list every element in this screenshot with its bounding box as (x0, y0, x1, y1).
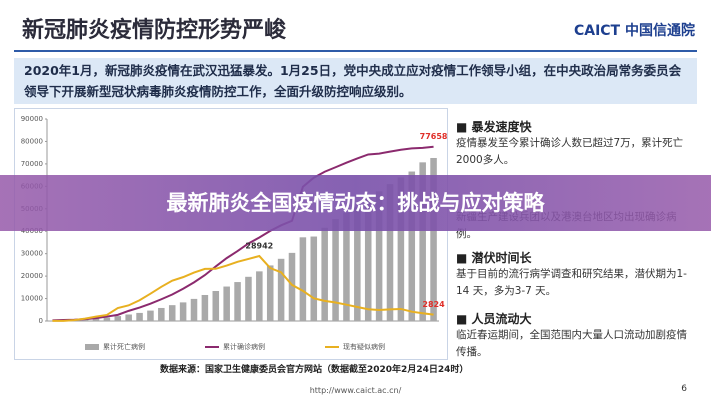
slide-title: 新冠肺炎疫情防控形势严峻 (22, 18, 287, 43)
y-tick-label: 40000 (21, 227, 43, 235)
legend-label: 现有疑似病例 (343, 342, 385, 351)
divider (14, 50, 697, 52)
bar (299, 237, 307, 321)
bar (136, 312, 143, 321)
bar (234, 282, 241, 321)
bullet-list: 暴发速度快 疫情暴发至今累计确诊人数已超过7万，累计死亡2000多人。 新疆生产… (456, 112, 696, 361)
data-label: 77658 (420, 132, 447, 141)
chart-frame: 0100002000030000400005000060000700008000… (14, 108, 448, 360)
bullet-head: 人员流动大 (456, 310, 696, 327)
bar (201, 294, 209, 321)
banner: 最新肺炎全国疫情动态：挑战与应对策略 (0, 175, 711, 231)
bar (256, 271, 263, 321)
bar (397, 177, 405, 321)
y-tick-label: 10000 (21, 295, 43, 303)
bar (92, 318, 100, 321)
y-tick-label: 0 (39, 317, 43, 325)
legend-label: 累计确诊病例 (223, 342, 265, 351)
y-tick-label: 30000 (21, 250, 43, 258)
bar (419, 162, 426, 321)
bar (343, 212, 350, 321)
y-tick-label: 70000 (21, 160, 43, 168)
bar (81, 319, 89, 321)
bullet-head: 暴发速度快 (456, 118, 696, 135)
url: http://www.caict.ac.cn/ (309, 386, 402, 395)
y-tick-label: 80000 (21, 137, 43, 145)
bullet-body: 基于目前的流行病学调查和研究结果，潜伏期为1-14 天，多为3-7 天。 (456, 268, 687, 297)
bar (245, 276, 252, 321)
bar (364, 198, 372, 321)
y-tick-label: 90000 (21, 115, 43, 123)
bar (212, 291, 220, 321)
bar (408, 171, 416, 321)
bar (321, 227, 328, 321)
line (52, 254, 434, 322)
bullet-head: 潜伏时间长 (456, 249, 696, 266)
bar (168, 305, 176, 321)
bar (147, 310, 154, 321)
y-tick-label: 20000 (21, 272, 43, 280)
bar (190, 298, 198, 321)
bar (354, 206, 361, 321)
bar (277, 258, 285, 321)
intro-box: 2020年1月，新冠肺炎疫情在武汉迅猛暴发。1月25日，党中央成立应对疫情工作领… (14, 58, 697, 104)
bar (179, 302, 187, 321)
data-label: 28942 (245, 242, 273, 251)
bar (310, 236, 318, 321)
bar (266, 265, 274, 321)
bar (114, 316, 122, 321)
bullet-body: 疫情暴发至今累计确诊人数已超过7万，累计死亡2000多人。 (456, 137, 684, 166)
source-note: 数据来源：国家卫生健康委员会官方网站（数据截至2020年2月24日24时） (160, 365, 469, 375)
legend-swatch (85, 344, 99, 350)
bar (223, 286, 230, 321)
bar (375, 191, 383, 321)
legend-label: 累计死亡病例 (103, 342, 145, 351)
chart: 0100002000030000400005000060000700008000… (21, 115, 448, 351)
bar (430, 157, 437, 321)
bar (125, 314, 132, 321)
bar (332, 219, 339, 321)
bar (386, 184, 394, 321)
bar (158, 307, 165, 321)
data-label: 2824 (422, 300, 445, 309)
bar (103, 317, 111, 321)
logo: CAICT 中国信通院 (573, 23, 695, 39)
page-number: 6 (681, 384, 687, 394)
bar (288, 252, 296, 321)
bullet-body: 临近春运期间，全国范围内大量人口流动加剧疫情传播。 (456, 329, 687, 358)
line (52, 145, 434, 322)
